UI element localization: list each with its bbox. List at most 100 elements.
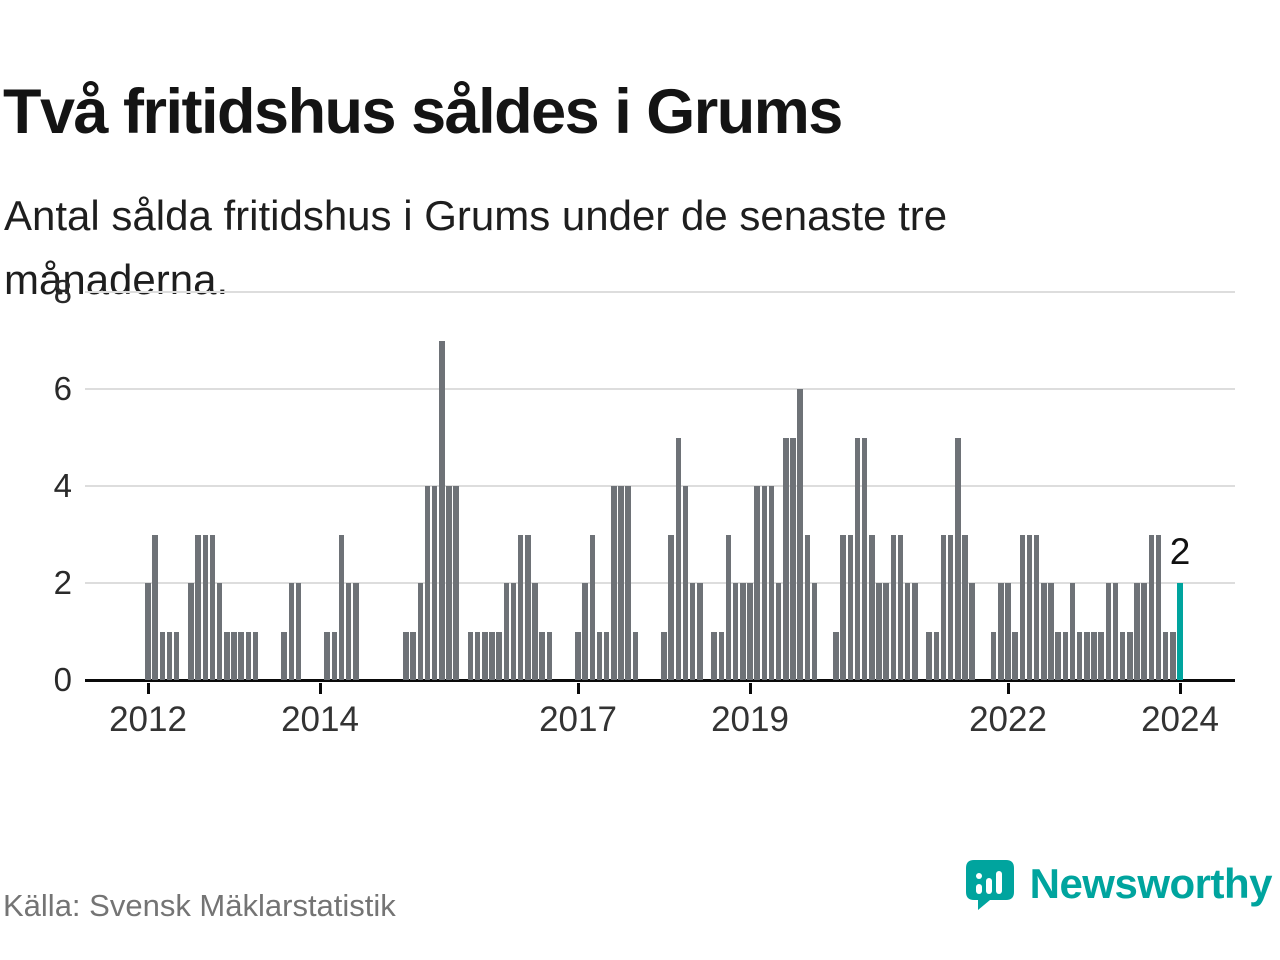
bar — [861, 437, 868, 680]
bar — [1105, 583, 1112, 680]
bar — [775, 583, 782, 680]
bar — [761, 486, 768, 680]
bar — [424, 486, 431, 680]
bar — [1076, 631, 1083, 680]
x-axis-label: 2014 — [281, 700, 359, 739]
bar — [833, 631, 839, 680]
bar — [546, 631, 553, 680]
bar — [1134, 583, 1140, 680]
bar — [324, 631, 330, 680]
y-axis-label: 0 — [53, 661, 72, 698]
bar — [611, 486, 617, 680]
x-axis-tick — [748, 683, 752, 694]
bar — [689, 583, 696, 680]
bar — [990, 631, 997, 680]
y-axis-label: 6 — [53, 370, 72, 407]
bar — [904, 583, 911, 680]
bar — [482, 631, 488, 680]
bar — [231, 631, 237, 680]
bar — [295, 583, 302, 680]
x-axis-label: 2019 — [711, 700, 789, 739]
bar — [947, 534, 954, 680]
bar — [725, 534, 732, 680]
gridline — [85, 291, 1235, 293]
bar — [962, 534, 968, 680]
bar — [783, 437, 789, 680]
page-title: Två fritidshus såldes i Grums — [3, 77, 843, 148]
bar — [790, 437, 796, 680]
bar — [252, 631, 259, 680]
bar — [245, 631, 252, 680]
bar — [166, 631, 173, 680]
bar — [503, 583, 510, 680]
x-axis-label: 2022 — [969, 700, 1047, 739]
bar — [955, 437, 961, 680]
bar — [446, 486, 452, 680]
bar — [1012, 631, 1018, 680]
bar-chart: 0 2 4 6 8 2012 2014 2017 2019 2022 2024 2 — [0, 270, 1280, 760]
bar — [188, 583, 194, 680]
bar — [281, 631, 287, 680]
bar — [474, 631, 481, 680]
x-axis-label: 2017 — [539, 700, 617, 739]
bar — [883, 583, 889, 680]
bar — [740, 583, 746, 680]
bar — [969, 583, 975, 680]
x-axis-line — [85, 679, 1235, 682]
x-axis-label: 2024 — [1141, 700, 1219, 739]
bar — [288, 583, 295, 680]
bar — [754, 486, 760, 680]
bar — [668, 534, 674, 680]
bar — [897, 534, 904, 680]
bar — [1055, 631, 1061, 680]
y-axis-label: 2 — [53, 564, 72, 601]
bar — [747, 583, 753, 680]
bar — [1084, 631, 1090, 680]
bar — [811, 583, 818, 680]
bar — [1026, 534, 1033, 680]
bar — [353, 583, 359, 680]
bar — [159, 631, 166, 680]
bar — [517, 534, 524, 680]
bar — [1098, 631, 1104, 680]
bar — [618, 486, 624, 680]
bar — [195, 534, 201, 680]
bar — [1170, 631, 1176, 680]
y-axis-label: 4 — [53, 467, 72, 504]
bar — [847, 534, 854, 680]
bar — [596, 631, 603, 680]
bar — [1127, 631, 1133, 680]
bar — [338, 534, 345, 680]
bar — [732, 583, 739, 680]
bar — [854, 437, 861, 680]
bar — [539, 631, 545, 680]
bar — [152, 534, 158, 680]
bar — [431, 486, 438, 680]
bar — [345, 583, 352, 680]
bar — [840, 534, 846, 680]
gridline — [85, 485, 1235, 487]
bar — [1005, 583, 1011, 680]
bar — [1069, 583, 1076, 680]
bar — [1091, 631, 1097, 680]
bar — [224, 631, 230, 680]
bar — [1062, 631, 1069, 680]
bar — [625, 486, 631, 680]
bar — [145, 583, 151, 680]
bar — [890, 534, 897, 680]
bar — [582, 583, 588, 680]
bar — [661, 631, 667, 680]
bar — [467, 631, 474, 680]
x-axis-tick — [576, 683, 580, 694]
gridline — [85, 582, 1235, 584]
bar — [933, 631, 940, 680]
bar — [1155, 534, 1162, 680]
bar — [209, 534, 216, 680]
bar — [439, 340, 445, 680]
bar — [940, 534, 947, 680]
bar — [1041, 583, 1047, 680]
bar — [797, 389, 803, 680]
bar — [525, 534, 531, 680]
bar — [869, 534, 875, 680]
bar — [804, 534, 811, 680]
